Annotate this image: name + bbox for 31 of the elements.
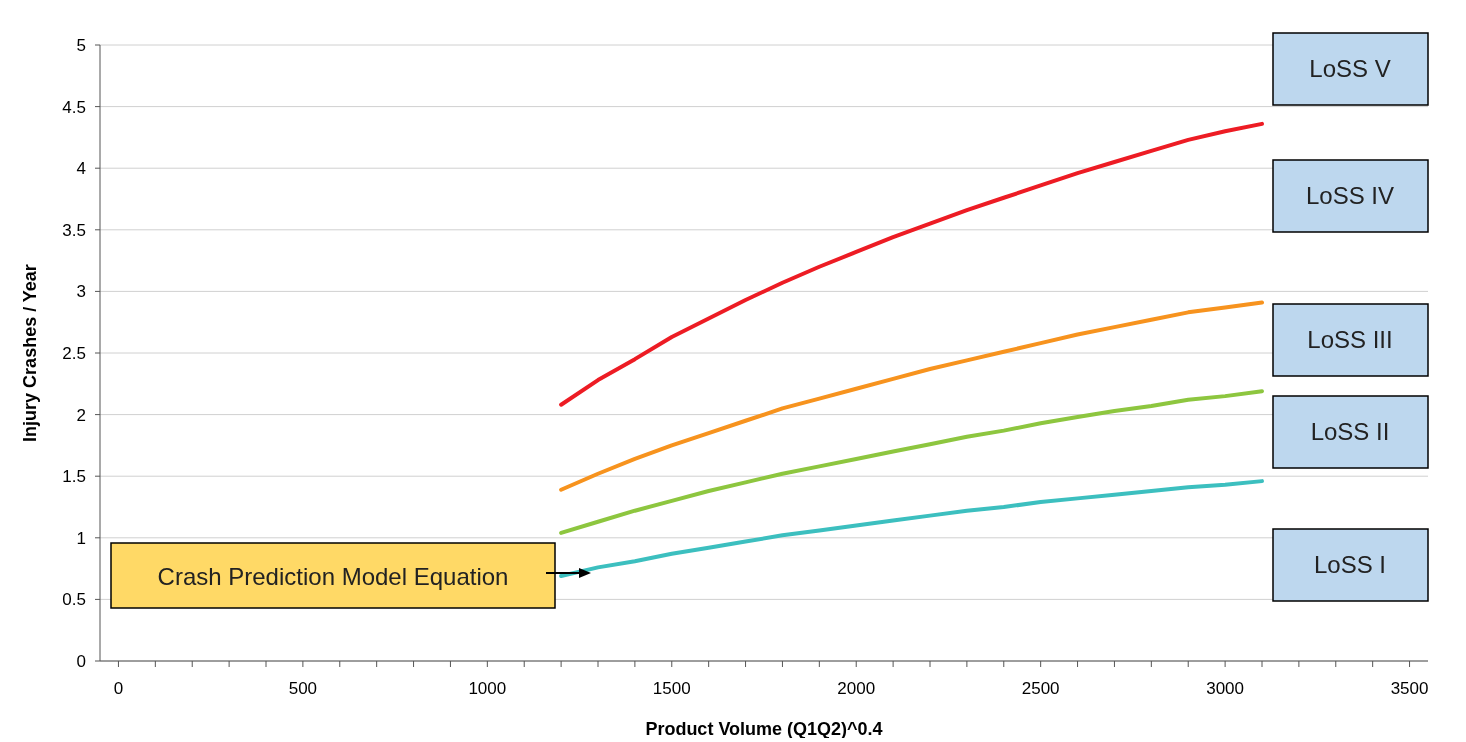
x-tick-label: 2500	[1021, 679, 1060, 698]
y-axis-title: Injury Crashes / Year	[20, 264, 40, 442]
y-tick-label: 3.5	[62, 220, 86, 240]
x-tick-label: 1000	[468, 679, 507, 698]
x-tick-label: 1500	[652, 679, 691, 698]
x-tick-label: 2000	[837, 679, 876, 698]
line-series	[559, 479, 1264, 578]
annotation: LoSS I	[1313, 551, 1387, 579]
line-series	[559, 389, 1264, 535]
line-series	[559, 300, 1264, 492]
x-axis-title: Product Volume (Q1Q2)^0.4	[645, 719, 883, 739]
annotation: LoSS IV	[1305, 182, 1395, 210]
y-tick-label: 0.5	[62, 590, 86, 610]
annotation: LoSS III	[1307, 326, 1393, 354]
annotation: LoSS II	[1310, 418, 1390, 446]
y-tick-label: 1.5	[62, 467, 86, 487]
x-tick-label: 3000	[1206, 679, 1245, 698]
x-tick-label: 3500	[1390, 679, 1429, 698]
y-tick-label: 5	[76, 35, 86, 55]
y-tick-label: 4.5	[62, 97, 86, 117]
y-tick-label: 2.5	[62, 343, 86, 363]
annotation: Crash Prediction Model Equation	[157, 563, 509, 591]
y-tick-label: 1	[76, 528, 86, 548]
y-tick-label: 3	[76, 282, 86, 302]
y-tick-label: 4	[76, 159, 86, 179]
y-tick-label: 0	[76, 651, 86, 671]
annotation: LoSS V	[1309, 55, 1391, 83]
line-series	[559, 121, 1264, 407]
y-tick-label: 2	[76, 405, 86, 425]
x-tick-label: 500	[288, 679, 318, 698]
x-tick-label: 0	[113, 679, 124, 698]
